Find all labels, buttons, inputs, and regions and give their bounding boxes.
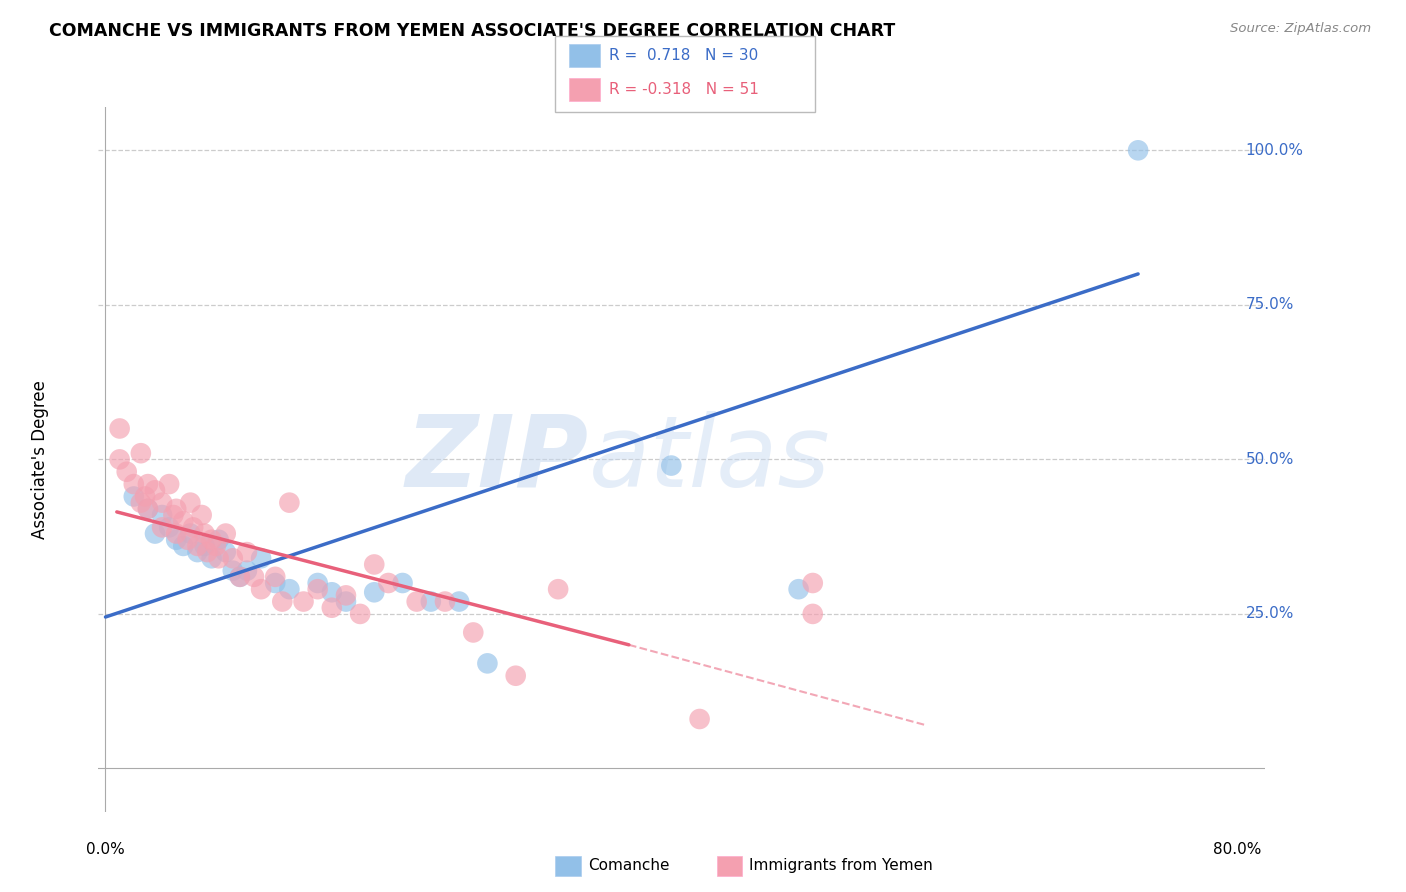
Point [321, 600, 343, 615]
Point [787, 582, 810, 597]
Point [172, 514, 194, 528]
Point [165, 526, 187, 541]
Point [195, 545, 218, 559]
Point [108, 421, 131, 435]
Point [243, 570, 266, 584]
Point [200, 551, 222, 566]
Point [162, 508, 184, 522]
Point [547, 582, 569, 597]
Point [215, 526, 238, 541]
Text: 100.0%: 100.0% [1246, 143, 1303, 158]
Text: Comanche: Comanche [588, 858, 669, 872]
Point [129, 446, 152, 460]
Point [193, 526, 215, 541]
Point [186, 545, 208, 559]
Point [150, 496, 173, 510]
Point [405, 594, 427, 608]
Point [250, 551, 273, 566]
Point [377, 576, 399, 591]
Point [264, 576, 287, 591]
Text: Associate's Degree: Associate's Degree [31, 380, 49, 539]
Point [165, 533, 187, 547]
Text: 50.0%: 50.0% [1246, 452, 1294, 467]
Point [134, 490, 156, 504]
Point [129, 496, 152, 510]
Point [136, 477, 159, 491]
Point [236, 564, 259, 578]
Point [278, 496, 301, 510]
Point [229, 570, 252, 584]
Point [136, 501, 159, 516]
Point [229, 570, 252, 584]
Point [307, 576, 329, 591]
Point [193, 539, 215, 553]
Point [179, 526, 201, 541]
Point [433, 594, 456, 608]
Point [363, 585, 385, 599]
Point [122, 477, 145, 491]
Point [115, 465, 138, 479]
Text: Source: ZipAtlas.com: Source: ZipAtlas.com [1230, 22, 1371, 36]
Point [264, 570, 287, 584]
Point [208, 533, 231, 547]
Point [250, 582, 273, 597]
Point [150, 508, 173, 522]
Point [236, 545, 259, 559]
Point [108, 452, 131, 467]
Point [463, 625, 485, 640]
Text: 0.0%: 0.0% [86, 842, 125, 857]
Point [659, 458, 682, 473]
Text: COMANCHE VS IMMIGRANTS FROM YEMEN ASSOCIATE'S DEGREE CORRELATION CHART: COMANCHE VS IMMIGRANTS FROM YEMEN ASSOCI… [49, 22, 896, 40]
Point [292, 594, 315, 608]
Point [1126, 144, 1149, 158]
Point [335, 588, 357, 602]
Point [449, 594, 471, 608]
Point [190, 508, 212, 522]
Point [157, 520, 180, 534]
Point [335, 594, 357, 608]
Point [200, 533, 222, 547]
Point [363, 558, 385, 572]
Point [278, 582, 301, 597]
Point [477, 657, 499, 671]
Point [176, 533, 198, 547]
Point [222, 551, 245, 566]
Text: 75.0%: 75.0% [1246, 297, 1294, 312]
Point [205, 539, 228, 553]
Point [122, 490, 145, 504]
Point [136, 501, 159, 516]
Point [349, 607, 371, 621]
Text: R = -0.318   N = 51: R = -0.318 N = 51 [609, 82, 759, 96]
Point [143, 526, 166, 541]
Text: ZIP: ZIP [405, 411, 589, 508]
Point [186, 539, 208, 553]
Point [689, 712, 711, 726]
Point [181, 520, 204, 534]
Point [419, 594, 441, 608]
Point [307, 582, 329, 597]
Text: 25.0%: 25.0% [1246, 607, 1294, 622]
Point [801, 607, 824, 621]
Point [150, 520, 173, 534]
Point [222, 564, 245, 578]
Point [505, 669, 527, 683]
Point [143, 483, 166, 498]
Text: R =  0.718   N = 30: R = 0.718 N = 30 [609, 48, 758, 62]
Point [172, 539, 194, 553]
Point [215, 545, 238, 559]
Point [208, 551, 231, 566]
Point [801, 576, 824, 591]
Point [321, 585, 343, 599]
Point [391, 576, 413, 591]
Text: atlas: atlas [589, 411, 830, 508]
Text: 80.0%: 80.0% [1213, 842, 1261, 857]
Point [165, 501, 187, 516]
Point [157, 477, 180, 491]
Text: Immigrants from Yemen: Immigrants from Yemen [749, 858, 934, 872]
Point [179, 496, 201, 510]
Point [271, 594, 294, 608]
